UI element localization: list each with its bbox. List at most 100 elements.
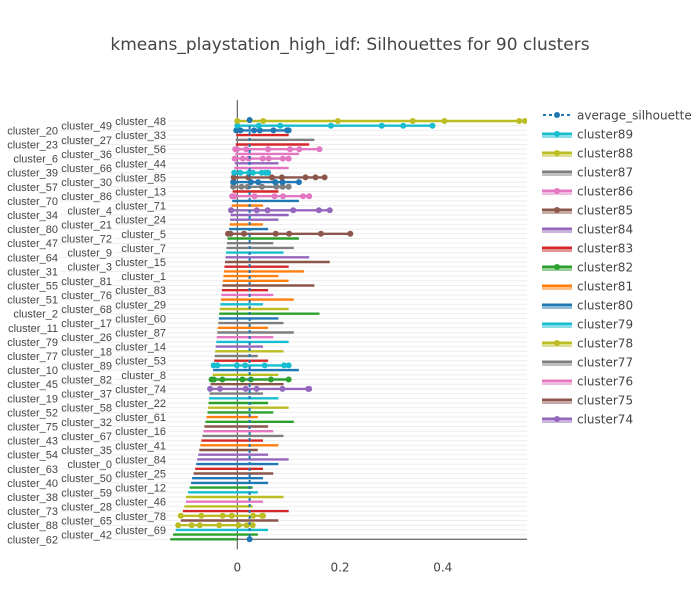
y-tick-label: cluster_23 <box>7 140 58 152</box>
y-tick-label: cluster_62 <box>7 534 58 546</box>
legend-label: cluster83 <box>577 242 633 256</box>
cluster-56-marker <box>243 146 250 153</box>
legend-item-cluster81[interactable]: cluster81 <box>542 280 633 294</box>
cluster-85-marker <box>230 174 237 181</box>
cluster-6-marker <box>239 155 246 162</box>
y-tick-label: cluster_9 <box>67 248 112 260</box>
x-tick-labels: 0 0.2 0.4 <box>233 560 452 574</box>
cluster-30-marker <box>230 179 237 186</box>
y-tick-label: cluster_20 <box>7 125 58 137</box>
legend-label: cluster82 <box>577 261 633 275</box>
cluster-5-marker <box>272 230 279 237</box>
cluster-6-marker <box>231 155 238 162</box>
cluster-56-marker <box>265 146 272 153</box>
cluster-5-marker <box>317 230 324 237</box>
legend-item-cluster88[interactable]: cluster88 <box>542 147 633 161</box>
y-tick-label: cluster_11 <box>8 323 58 335</box>
y-tick-label: cluster_88 <box>7 520 58 532</box>
legend-item-cluster76[interactable]: cluster76 <box>542 375 633 389</box>
y-tick-label: cluster_46 <box>115 497 166 509</box>
cluster-39-marker <box>231 169 238 176</box>
y-tick-label: cluster_36 <box>61 149 112 161</box>
cluster-88-marker <box>175 522 182 529</box>
legend-item-cluster87[interactable]: cluster87 <box>542 166 633 180</box>
cluster-89-marker <box>261 362 268 369</box>
cluster-85-marker <box>278 174 285 181</box>
y-tick-label: cluster_34 <box>7 210 58 222</box>
y-tick-label: cluster_76 <box>61 290 112 302</box>
average-silhouette-marker <box>246 536 253 543</box>
cluster-78-marker <box>219 512 226 519</box>
legend-item-cluster85[interactable]: cluster85 <box>542 204 633 218</box>
legend-label: cluster81 <box>577 280 633 294</box>
legend-label: cluster78 <box>577 337 633 351</box>
legend-item-cluster80[interactable]: cluster80 <box>542 299 633 313</box>
y-tick-label: cluster_4 <box>67 205 112 217</box>
legend-item-cluster78[interactable]: cluster78 <box>542 337 633 351</box>
cluster-6-marker <box>265 155 272 162</box>
y-tick-label: cluster_80 <box>7 224 58 236</box>
cluster-30-marker <box>272 179 279 186</box>
legend[interactable]: average_silhouette cluster89 cluster88 clus… <box>542 109 692 427</box>
legend-item-cluster75[interactable]: cluster75 <box>542 394 633 408</box>
legend-item-cluster82[interactable]: cluster82 <box>542 261 633 275</box>
legend-label: cluster75 <box>577 394 633 408</box>
legend-item-cluster89[interactable]: cluster89 <box>542 128 633 142</box>
legend-item-average_silhouette[interactable]: average_silhouette <box>543 109 692 123</box>
legend-marker <box>554 112 560 118</box>
y-tick-label: cluster_13 <box>115 187 166 199</box>
y-tick-label: cluster_58 <box>61 403 112 415</box>
cluster-48-marker <box>441 118 448 124</box>
cluster-82-marker <box>210 376 217 383</box>
cluster-86-marker <box>271 193 278 200</box>
y-tick-label: cluster_75 <box>7 422 58 434</box>
cluster-85-marker <box>268 174 275 181</box>
cluster-82-marker <box>267 376 274 383</box>
x-tick-label: 0 <box>233 560 241 574</box>
y-tick-label: cluster_53 <box>115 356 166 368</box>
cluster-82-marker <box>219 376 226 383</box>
cluster-6-marker <box>285 155 292 162</box>
legend-item-cluster83[interactable]: cluster83 <box>542 242 633 256</box>
y-tick-label: cluster_70 <box>7 196 58 208</box>
y-tick-label: cluster_19 <box>7 393 58 405</box>
y-tick-label: cluster_67 <box>61 431 112 443</box>
cluster-49-marker <box>429 122 436 129</box>
y-tick-label: cluster_55 <box>7 281 58 293</box>
cluster-85-marker <box>321 174 328 181</box>
cluster-57-marker <box>238 183 245 190</box>
cluster-30-marker <box>279 179 286 186</box>
y-tick-label: cluster_38 <box>7 492 58 504</box>
cluster-39-marker <box>265 169 272 176</box>
cluster-6-marker <box>259 155 266 162</box>
legend-label: cluster86 <box>577 185 633 199</box>
cluster-4-marker <box>326 207 333 214</box>
y-tick-label: cluster_83 <box>115 285 166 297</box>
legend-item-cluster74[interactable]: cluster74 <box>542 413 633 427</box>
cluster-86-marker <box>231 193 238 200</box>
cluster-74-marker <box>242 385 249 392</box>
cluster-78-marker <box>198 512 205 519</box>
cluster-78-marker <box>177 512 184 519</box>
legend-item-cluster84[interactable]: cluster84 <box>542 223 633 237</box>
cluster-48-marker <box>516 118 523 124</box>
y-tick-label: cluster_21 <box>61 219 112 231</box>
y-tick-label: cluster_59 <box>61 487 112 499</box>
legend-item-cluster79[interactable]: cluster79 <box>542 318 633 332</box>
y-tick-label: cluster_51 <box>7 295 58 307</box>
cluster-4-marker <box>264 207 271 214</box>
y-tick-label: cluster_0 <box>67 459 112 471</box>
cluster-49-marker <box>277 122 284 129</box>
cluster-5-marker <box>347 230 354 237</box>
legend-item-cluster77[interactable]: cluster77 <box>542 356 633 370</box>
y-tick-label: cluster_49 <box>61 121 112 133</box>
y-tick-label: cluster_17 <box>61 318 112 330</box>
cluster-49-marker <box>234 122 241 129</box>
y-tick-label: cluster_84 <box>115 454 166 466</box>
y-tick-label: cluster_57 <box>7 182 58 194</box>
y-tick-label: cluster_28 <box>61 501 112 513</box>
cluster-74-marker <box>306 385 313 392</box>
legend-item-cluster86[interactable]: cluster86 <box>542 185 633 199</box>
cluster-57-marker <box>279 183 286 190</box>
cluster-89-marker <box>285 362 292 369</box>
